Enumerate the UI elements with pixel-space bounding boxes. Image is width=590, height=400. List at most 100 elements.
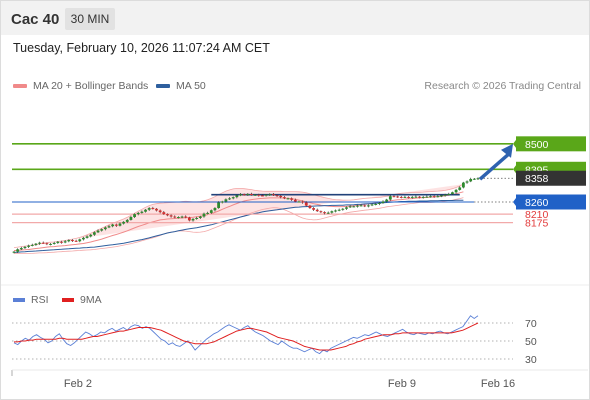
candle-body <box>63 241 67 243</box>
candle <box>129 215 133 221</box>
candle <box>312 207 315 211</box>
candle-body <box>239 194 242 196</box>
candle-body <box>293 199 297 202</box>
candle <box>297 200 301 203</box>
credit-text: Research © 2026 Trading Central <box>424 80 581 92</box>
level-pointer-8500 <box>513 139 516 148</box>
candle-body <box>315 209 319 212</box>
candle-body <box>187 217 191 221</box>
candle <box>272 193 275 196</box>
candle <box>111 223 115 228</box>
instrument-title: Cac 40 <box>11 11 60 28</box>
candle-body <box>125 219 129 222</box>
candle-body <box>166 214 169 216</box>
candle-body <box>246 194 250 196</box>
timeframe-button[interactable]: 30 MIN <box>65 8 115 30</box>
legend-label-9ma: 9MA <box>80 294 102 306</box>
candle <box>301 200 305 204</box>
candle-body <box>399 196 403 198</box>
datetime-label: Tuesday, February 10, 2026 11:07:24 AM C… <box>13 41 270 55</box>
candle <box>198 215 202 219</box>
candle-body <box>447 194 451 196</box>
candle-body <box>184 216 188 218</box>
candle <box>282 195 286 200</box>
level-pointer-8260 <box>513 198 516 206</box>
candle <box>246 193 250 196</box>
candle <box>472 178 476 180</box>
candle-body <box>224 199 228 202</box>
candle <box>399 195 403 199</box>
candle <box>392 194 396 198</box>
candle-body <box>432 196 436 198</box>
candle <box>180 215 184 219</box>
candle <box>469 177 473 183</box>
candle-body <box>272 194 275 196</box>
candle <box>381 200 385 204</box>
candle <box>337 208 341 212</box>
candle <box>257 193 261 197</box>
candle <box>370 203 374 207</box>
candle <box>209 209 213 214</box>
candle-body <box>319 211 323 213</box>
candle <box>96 229 100 234</box>
legend-label-rsi: RSI <box>31 294 49 306</box>
candle-body <box>111 224 115 227</box>
candle <box>133 213 136 218</box>
candle-body <box>27 245 31 247</box>
candle <box>144 209 147 213</box>
candle <box>41 241 45 244</box>
candle-body <box>228 198 231 200</box>
candle-body <box>217 202 220 209</box>
candle <box>451 191 454 195</box>
rsi-legend-9ma: 9MA <box>62 294 102 306</box>
candle-body <box>352 206 356 208</box>
candle-body <box>169 215 173 217</box>
level-label-8500: 8500 <box>525 139 549 151</box>
candle-body <box>49 243 52 245</box>
candle-body <box>198 216 202 218</box>
candle-body <box>144 209 147 212</box>
candle <box>345 206 348 210</box>
level-label-8175: 8175 <box>525 218 549 230</box>
candle-body <box>38 242 41 244</box>
candle-body <box>74 240 78 242</box>
candle-body <box>158 210 162 213</box>
candle-body <box>261 195 264 197</box>
candle-body <box>82 237 85 240</box>
candle-body <box>465 181 469 183</box>
candle-body <box>268 194 272 196</box>
candle <box>308 204 312 210</box>
candle-body <box>418 196 421 198</box>
candle <box>377 202 381 206</box>
candle-body <box>195 217 199 219</box>
bollinger-upper-line <box>13 183 464 248</box>
candle-body <box>472 178 476 180</box>
candle-body <box>103 227 107 230</box>
level-label-8260: 8260 <box>525 197 549 209</box>
candle-body <box>85 236 89 238</box>
rsi-level-label: 70 <box>525 318 537 330</box>
candle-body <box>253 194 257 196</box>
candle <box>63 240 67 244</box>
candle-body <box>366 205 370 207</box>
candle-body <box>377 202 381 204</box>
candle <box>169 214 173 218</box>
candle-body <box>257 194 261 196</box>
legend-label-bollinger: MA 20 + Bollinger Bands <box>33 80 149 92</box>
x-tick-label: Feb 9 <box>388 378 416 390</box>
candle-body <box>458 187 462 190</box>
candle <box>217 201 220 209</box>
legend-swatch-ma50 <box>156 84 170 89</box>
candle-body <box>129 217 133 220</box>
candle <box>334 209 337 213</box>
candle <box>326 211 330 214</box>
candle <box>476 177 480 180</box>
candle <box>264 194 268 197</box>
candle-body <box>92 232 96 235</box>
candle <box>421 195 425 199</box>
candle-body <box>341 208 345 210</box>
candle <box>239 193 242 197</box>
candle-body <box>436 196 440 198</box>
candle-body <box>330 211 334 213</box>
